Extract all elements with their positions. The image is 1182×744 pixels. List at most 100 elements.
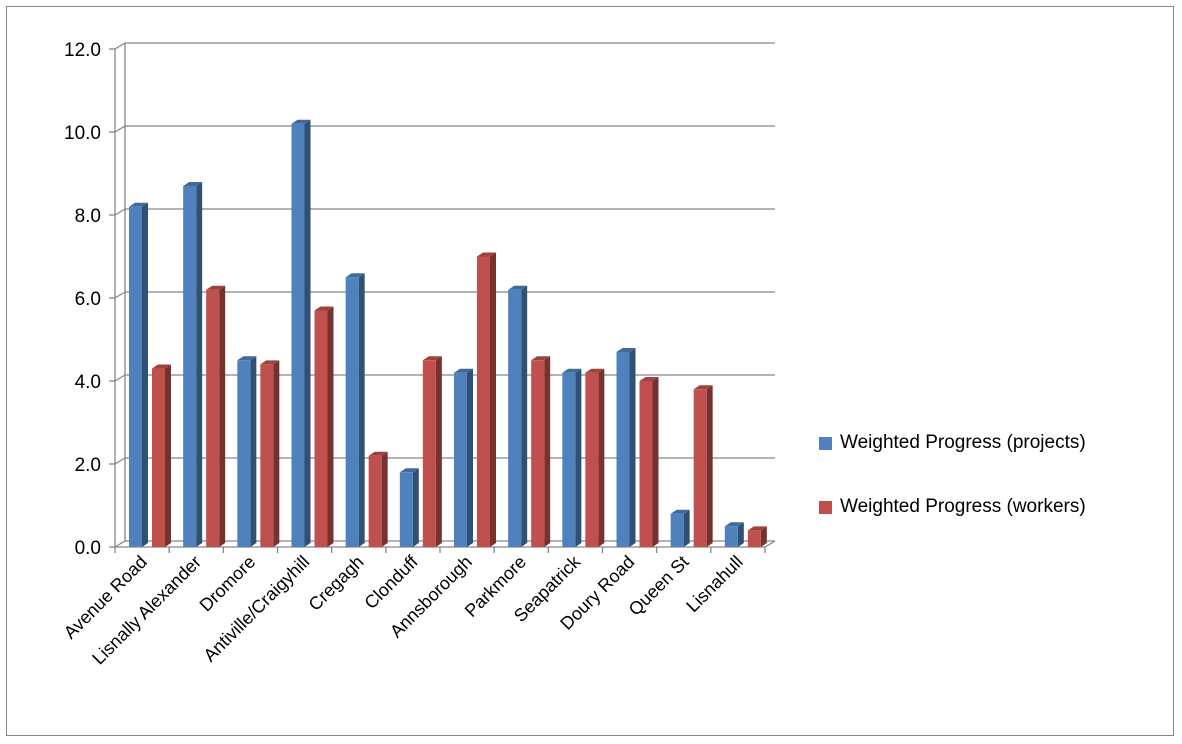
bar — [152, 368, 165, 547]
bar-top — [152, 364, 171, 369]
bar-side — [250, 356, 257, 547]
bar-side — [575, 368, 582, 547]
bar — [616, 351, 630, 547]
legend-item-projects: Weighted Progress (projects) — [819, 427, 1086, 459]
bar — [129, 206, 142, 547]
bar-side — [435, 356, 442, 547]
bar-top — [508, 285, 528, 290]
legend-swatch-workers — [819, 500, 832, 514]
bar-top — [477, 252, 496, 257]
bar-side — [142, 202, 148, 547]
bar — [454, 372, 467, 547]
y-tick-label: 2.0 — [75, 455, 101, 476]
legend-label-projects: Weighted Progress (projects) — [840, 432, 1086, 453]
bar-top — [345, 273, 365, 278]
bar-side — [165, 364, 171, 547]
y-tick-label: 6.0 — [75, 289, 101, 310]
x-category-label: Cregagh — [305, 552, 368, 615]
bar — [422, 360, 436, 547]
bar-side — [327, 306, 334, 547]
bar-side — [544, 356, 551, 547]
bar-side — [381, 451, 388, 547]
x-category-label: Lisnahull — [682, 552, 746, 616]
bar — [399, 472, 413, 547]
bar-top — [314, 306, 334, 311]
bar-top — [368, 451, 388, 456]
bar-side — [737, 522, 744, 547]
gridline-connector — [114, 374, 126, 382]
bar-side — [652, 377, 659, 547]
bar-top — [206, 285, 226, 290]
bar-side — [490, 252, 496, 547]
bar — [639, 381, 653, 547]
bar — [237, 360, 251, 547]
bar — [477, 256, 490, 547]
bar-top — [399, 468, 419, 473]
bar — [291, 123, 305, 547]
bar — [183, 185, 197, 547]
bar-top — [585, 368, 605, 373]
gridline-connector — [114, 540, 126, 548]
bar-top — [693, 385, 713, 390]
bar — [747, 530, 761, 547]
gridline-connector — [114, 457, 126, 465]
x-category-label: Antiville/Craigyhill — [200, 552, 314, 666]
bar — [260, 364, 274, 547]
bar-top — [291, 119, 311, 124]
bar-side — [706, 385, 713, 547]
legend-swatch-projects — [819, 436, 832, 450]
bar-side — [760, 526, 767, 547]
bar-top — [724, 522, 744, 527]
y-tick-label: 10.0 — [64, 123, 101, 144]
bar-top — [747, 526, 767, 531]
bar-side — [683, 509, 690, 547]
gridline-connector — [114, 208, 126, 216]
chart-frame: 0.0 2.0 4.0 6.0 8.0 10.0 12.0 Avenue Road Lisnal… — [6, 6, 1174, 736]
bar-top — [670, 509, 690, 514]
bar — [562, 372, 576, 547]
bar-top — [616, 347, 636, 352]
legend-label-workers: Weighted Progress (workers) — [840, 496, 1086, 517]
bar-top — [639, 377, 659, 381]
bar — [670, 513, 684, 547]
legend: Weighted Progress (projects) Weighted Pr… — [819, 427, 1086, 555]
x-category-label: Queen St — [625, 552, 693, 620]
bar-side — [521, 285, 528, 547]
bar-side — [467, 368, 473, 547]
bar-top — [454, 368, 473, 373]
bar-side — [196, 181, 203, 547]
bar-side — [219, 285, 226, 547]
floor-edge — [764, 540, 776, 548]
bar — [368, 455, 382, 547]
bar-top — [260, 360, 280, 365]
bar — [724, 526, 738, 547]
gridline-connector — [114, 42, 126, 50]
bar — [531, 360, 545, 547]
bar — [314, 310, 328, 547]
y-tick-label: 12.0 — [64, 40, 101, 61]
bar — [206, 289, 220, 547]
y-tick-label: 8.0 — [75, 206, 101, 227]
bar-side — [629, 347, 636, 547]
bar-side — [358, 273, 365, 547]
bar-side — [598, 368, 605, 547]
legend-item-workers: Weighted Progress (workers) — [819, 491, 1086, 523]
bar-side — [273, 360, 280, 547]
gridline-connector — [114, 291, 126, 299]
gridline-connector — [114, 125, 126, 133]
bar — [585, 372, 599, 547]
bar-top — [183, 181, 203, 186]
bar-top — [237, 356, 257, 361]
bar — [345, 277, 359, 547]
bar-top — [129, 202, 148, 207]
y-tick-label: 0.0 — [75, 538, 101, 559]
bar-top — [531, 356, 551, 361]
bar-top — [562, 368, 582, 373]
bar — [508, 289, 522, 547]
bar-side — [304, 119, 311, 547]
bar-top — [422, 356, 442, 361]
y-tick-label: 4.0 — [75, 372, 101, 393]
bar — [693, 389, 707, 547]
bar-side — [412, 468, 419, 547]
